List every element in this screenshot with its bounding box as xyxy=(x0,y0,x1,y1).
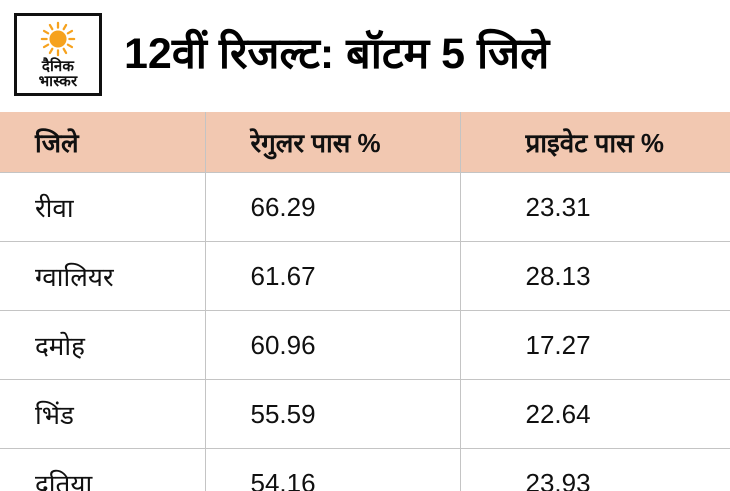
column-header-district: जिले xyxy=(0,112,205,173)
private-pass-value: 28.13 xyxy=(459,241,730,311)
table-row: रीवा 66.29 23.31 xyxy=(0,172,730,242)
column-header-regular-pass: रेगुलर पास % xyxy=(204,112,460,173)
regular-pass-value: 55.59 xyxy=(204,379,460,449)
regular-pass-value: 54.16 xyxy=(204,448,460,491)
regular-pass-value: 61.67 xyxy=(204,241,460,311)
brand-name-line2: भास्कर xyxy=(38,73,78,90)
table-row: दतिया 54.16 23.93 xyxy=(0,448,730,491)
district-name: दतिया xyxy=(0,448,205,491)
results-table: जिले रेगुलर पास % प्राइवेट पास % रीवा 66… xyxy=(0,112,730,491)
district-name: भिंड xyxy=(0,379,205,449)
header: दैनिक भास्कर 12वीं रिजल्ट: बॉटम 5 जिले xyxy=(0,0,730,106)
table-header-row: जिले रेगुलर पास % प्राइवेट पास % xyxy=(0,112,730,173)
brand-name: दैनिक भास्कर xyxy=(38,57,78,90)
dainik-bhaskar-logo: दैनिक भास्कर xyxy=(14,13,102,96)
district-name: दमोह xyxy=(0,310,205,380)
private-pass-value: 22.64 xyxy=(459,379,730,449)
sun-icon xyxy=(39,20,77,59)
regular-pass-value: 66.29 xyxy=(204,172,460,242)
private-pass-value: 23.31 xyxy=(459,172,730,242)
district-name: ग्वालियर xyxy=(0,241,205,311)
table-row: दमोह 60.96 17.27 xyxy=(0,310,730,380)
private-pass-value: 17.27 xyxy=(459,310,730,380)
private-pass-value: 23.93 xyxy=(459,448,730,491)
page-title: 12वीं रिजल्ट: बॉटम 5 जिले xyxy=(124,29,550,78)
regular-pass-value: 60.96 xyxy=(204,310,460,380)
brand-name-line1: दैनिक xyxy=(41,57,75,75)
column-header-private-pass: प्राइवेट पास % xyxy=(459,112,730,173)
district-name: रीवा xyxy=(0,172,205,242)
table-row: ग्वालियर 61.67 28.13 xyxy=(0,241,730,311)
table-row: भिंड 55.59 22.64 xyxy=(0,379,730,449)
